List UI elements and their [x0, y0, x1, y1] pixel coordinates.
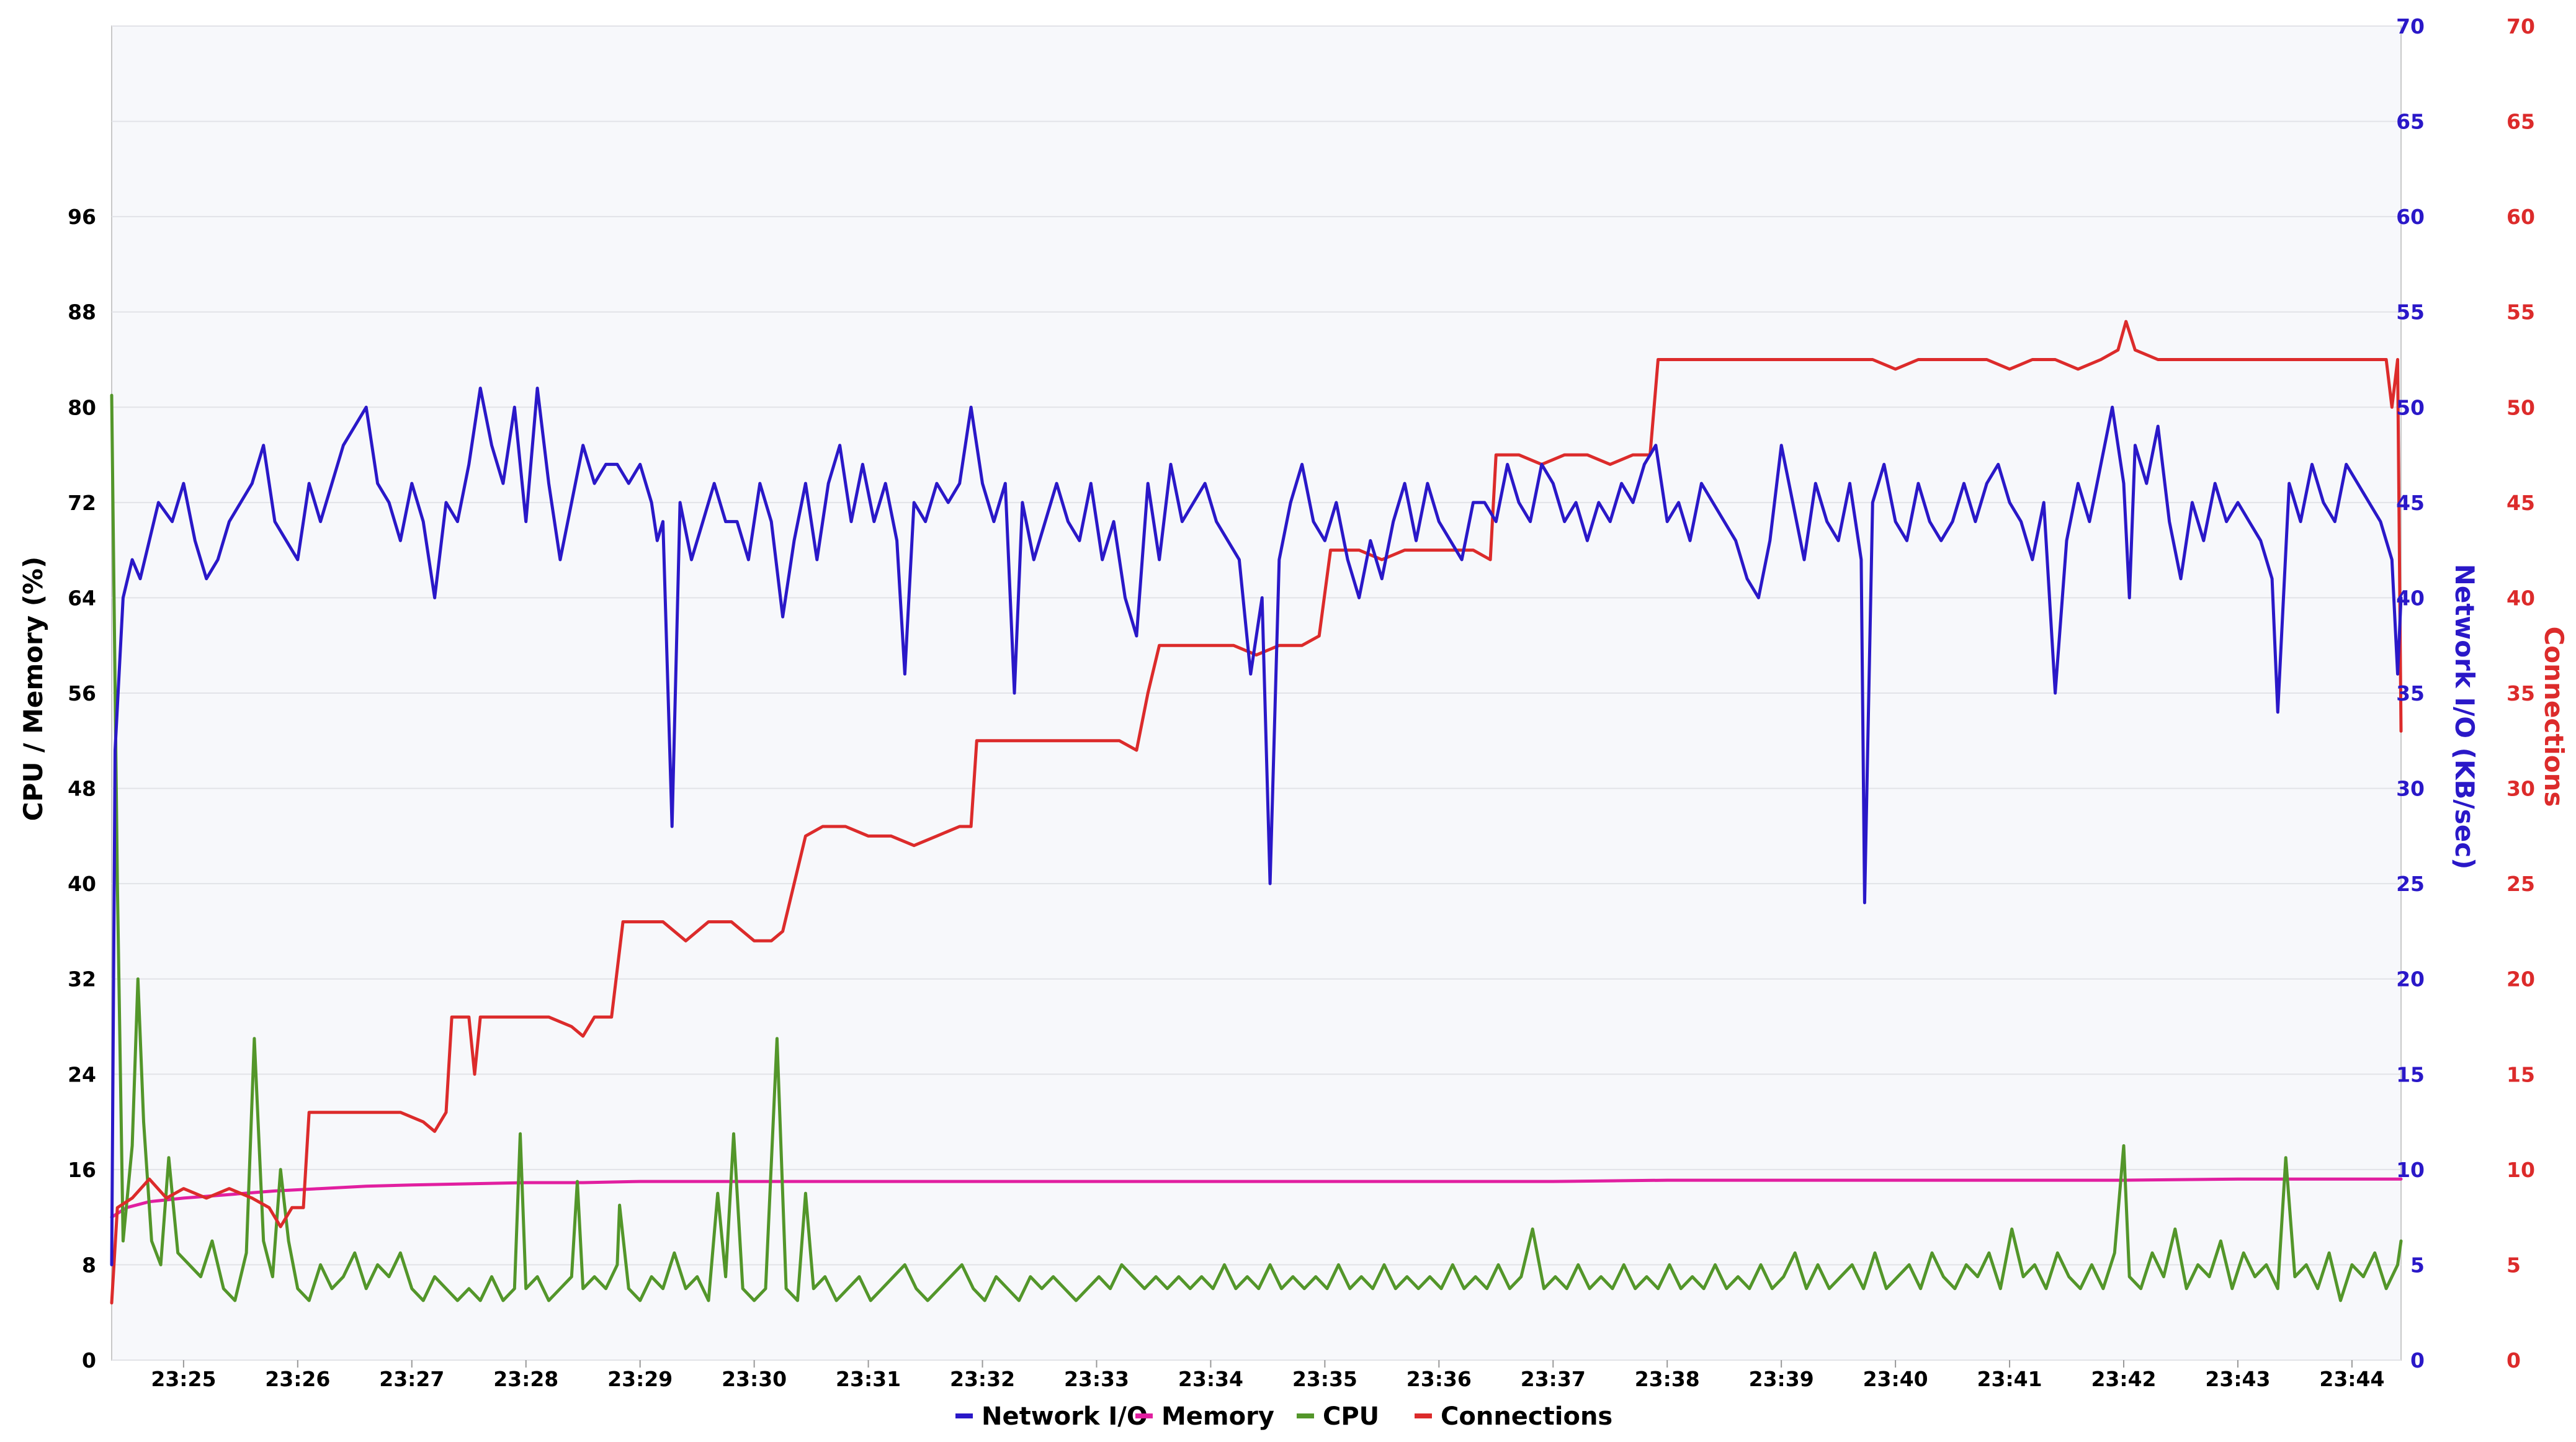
y-network-tick-label: 65: [2396, 110, 2425, 134]
series-line-memory: [110, 1177, 2403, 1219]
legend-label-memory: Memory: [1161, 1402, 1274, 1431]
connections-axis-ticks: 0 5 10 15 20 25 30 35 40 45 50 55 60 65 70: [2507, 14, 2535, 1373]
x-tick-label: 23:28: [493, 1367, 558, 1391]
y-network-tick-label: 35: [2396, 681, 2425, 705]
x-tick-label: 23:25: [151, 1367, 216, 1391]
x-tick-label: 23:44: [2319, 1367, 2384, 1391]
x-tick-label: 23:36: [1407, 1367, 1472, 1391]
y-network-tick-label: 10: [2396, 1158, 2425, 1182]
x-tick-label: 23:29: [607, 1367, 673, 1391]
y-connections-tick-label: 30: [2507, 777, 2535, 801]
y-connections-tick-label: 40: [2507, 586, 2535, 610]
y-left-tick-label: 80: [68, 395, 96, 419]
y-connections-tick-label: 50: [2507, 395, 2535, 419]
y-left-tick-label: 88: [68, 300, 96, 325]
y-left-axis-title: CPU / Memory (%): [18, 557, 48, 821]
x-tick-label: 23:38: [1635, 1367, 1700, 1391]
y-network-tick-label: 5: [2410, 1253, 2425, 1277]
legend-label-cpu: CPU: [1323, 1402, 1379, 1431]
y-left-tick-label: 24: [68, 1062, 96, 1086]
series-line-connections: [110, 320, 2403, 1305]
x-tick-label: 23:42: [2091, 1367, 2156, 1391]
x-tick-label: 23:27: [379, 1367, 444, 1391]
y-network-tick-label: 50: [2396, 395, 2425, 419]
x-tick-label: 23:33: [1064, 1367, 1129, 1391]
x-tick-label: 23:39: [1749, 1367, 1814, 1391]
x-axis-ticks: 23:25 23:26 23:27 23:28 23:29 23:30 23:31 23:32…: [151, 1360, 2384, 1391]
x-tick-label: 23:34: [1178, 1367, 1243, 1391]
y-connections-tick-label: 35: [2507, 681, 2535, 705]
y-connections-tick-label: 20: [2507, 967, 2535, 992]
x-tick-label: 23:30: [722, 1367, 787, 1391]
y-connections-tick-label: 70: [2507, 14, 2535, 38]
y-network-tick-label: 40: [2396, 586, 2425, 610]
x-tick-label: 23:32: [950, 1367, 1015, 1391]
legend-swatch-cpu: [1297, 1413, 1314, 1418]
network-axis-ticks: 0 5 10 15 20 25 30 35 40 45 50 55 60 65 70: [2396, 14, 2425, 1373]
y-left-tick-label: 16: [68, 1158, 96, 1182]
y-connections-tick-label: 15: [2507, 1062, 2535, 1086]
y-connections-tick-label: 10: [2507, 1158, 2535, 1182]
x-tick-label: 23:41: [1977, 1367, 2042, 1391]
y-connections-tick-label: 5: [2507, 1253, 2521, 1277]
y-left-tick-label: 40: [68, 872, 96, 896]
y-network-tick-label: 70: [2396, 14, 2425, 38]
y-network-tick-label: 15: [2396, 1062, 2425, 1086]
y-network-axis-title: Network I/O (KB/sec): [2449, 564, 2480, 870]
y-network-tick-label: 30: [2396, 777, 2425, 801]
y-connections-axis-title: Connections: [2539, 626, 2569, 807]
y-network-tick-label: 20: [2396, 967, 2425, 992]
y-left-tick-label: 64: [68, 586, 96, 610]
x-tick-label: 23:31: [836, 1367, 901, 1391]
series-line-cpu: [110, 393, 2403, 1302]
legend-label-network-i-o: Network I/O: [982, 1402, 1148, 1431]
y-connections-tick-label: 25: [2507, 872, 2535, 896]
y-connections-tick-label: 45: [2507, 491, 2535, 515]
y-connections-tick-label: 65: [2507, 110, 2535, 134]
legend-swatch-network-i-o: [955, 1413, 973, 1418]
left-axis-ticks: 0 8 16 24 32 40 48 56 64 72 80 88 96: [68, 205, 96, 1373]
legend: Network I/O Memory CPU Connections: [955, 1402, 1612, 1431]
x-tick-label: 23:35: [1292, 1367, 1357, 1391]
y-network-tick-label: 25: [2396, 872, 2425, 896]
x-tick-label: 23:43: [2205, 1367, 2270, 1391]
y-network-tick-label: 60: [2396, 205, 2425, 229]
y-connections-tick-label: 60: [2507, 205, 2535, 229]
x-tick-label: 23:37: [1521, 1367, 1586, 1391]
y-left-tick-label: 96: [68, 205, 96, 229]
x-tick-label: 23:26: [265, 1367, 330, 1391]
x-tick-label: 23:40: [1863, 1367, 1928, 1391]
legend-label-connections: Connections: [1441, 1402, 1612, 1431]
y-left-tick-label: 32: [68, 967, 96, 992]
y-connections-tick-label: 0: [2507, 1348, 2521, 1373]
grid-lines: [112, 25, 2401, 1361]
y-left-tick-label: 72: [68, 491, 96, 515]
legend-swatch-memory: [1135, 1413, 1153, 1418]
y-network-tick-label: 0: [2410, 1348, 2425, 1373]
y-connections-tick-label: 55: [2507, 300, 2535, 325]
y-left-tick-label: 8: [82, 1253, 96, 1277]
series-layer: [110, 320, 2403, 1305]
y-network-tick-label: 55: [2396, 300, 2425, 325]
y-left-tick-label: 56: [68, 681, 96, 705]
y-network-tick-label: 45: [2396, 491, 2425, 515]
y-left-tick-label: 0: [82, 1348, 96, 1373]
legend-swatch-connections: [1415, 1413, 1432, 1418]
y-left-tick-label: 48: [68, 777, 96, 801]
series-line-network-i-o: [110, 387, 2403, 1266]
